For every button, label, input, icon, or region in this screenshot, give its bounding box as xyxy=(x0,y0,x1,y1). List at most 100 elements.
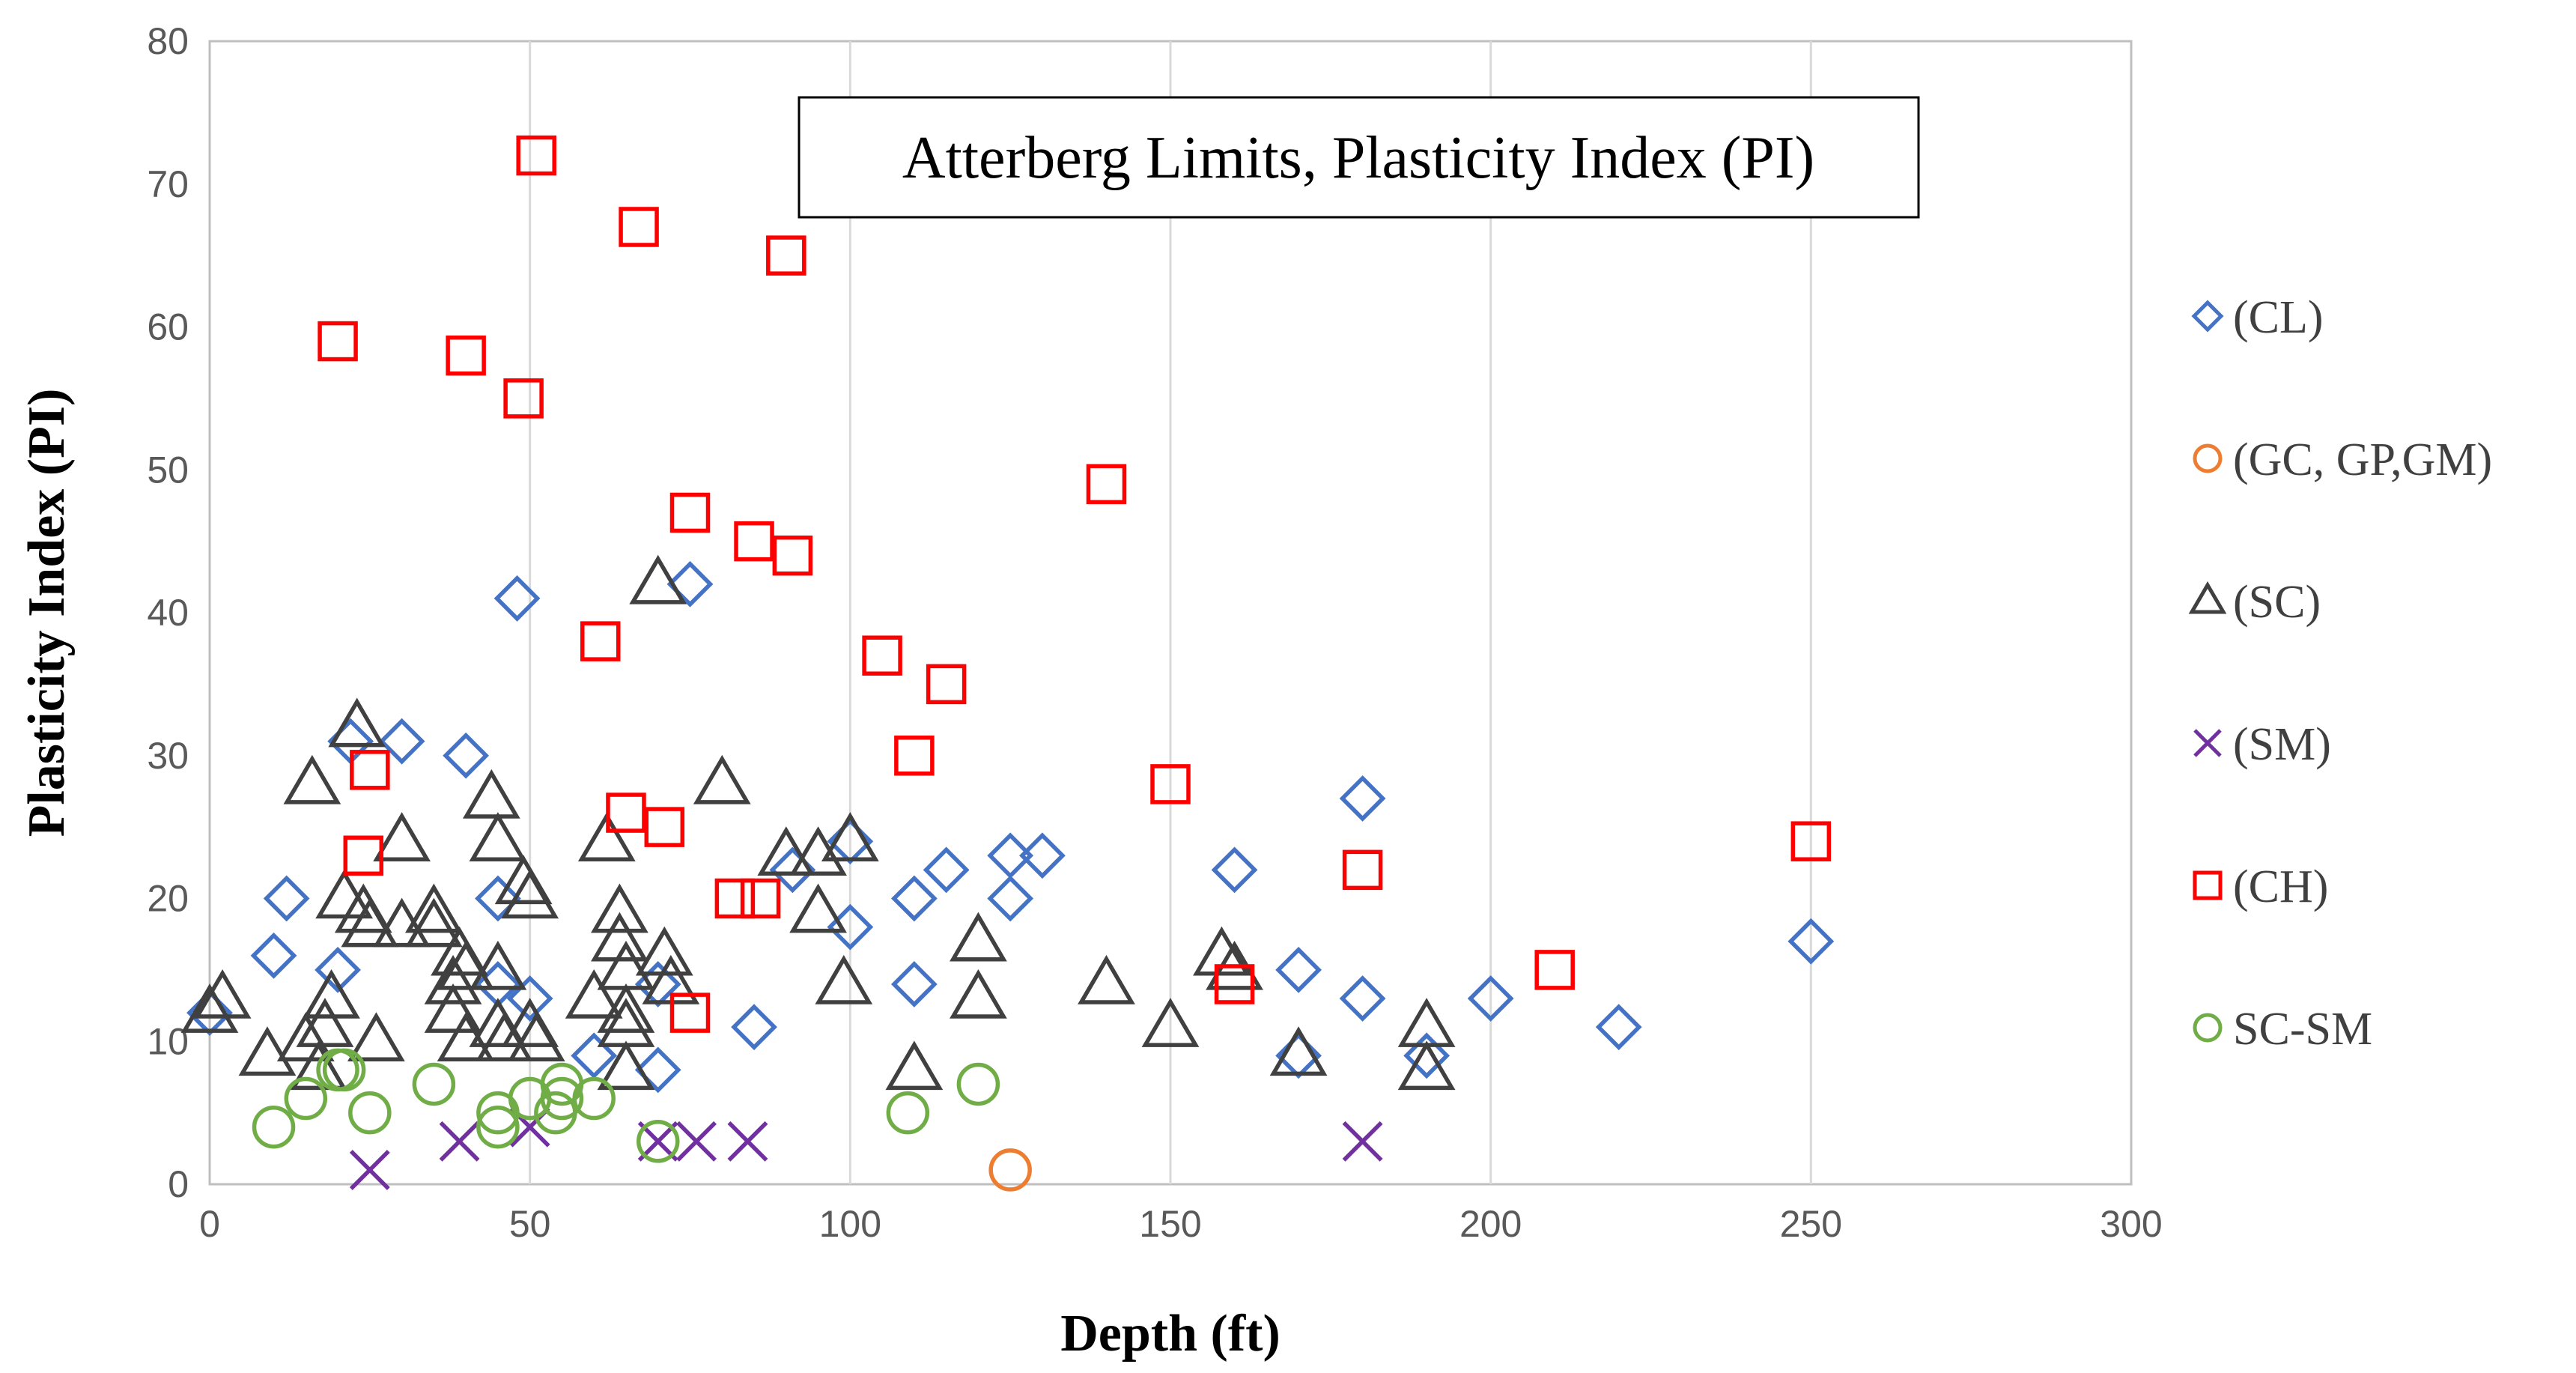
data-point xyxy=(250,932,297,979)
data-point xyxy=(1193,926,1251,976)
data-point xyxy=(666,560,714,607)
data-point xyxy=(252,1105,296,1149)
legend: (CL) (GC, GP,GM) (SC) (SM) (CH) SC-SM xyxy=(2188,292,2492,1055)
data-point xyxy=(283,754,341,804)
data-point xyxy=(693,754,751,804)
data-point xyxy=(443,732,490,779)
y-tick-label: 30 xyxy=(147,735,189,777)
data-point xyxy=(349,1149,390,1190)
data-point xyxy=(950,969,1007,1019)
legend-marker xyxy=(2191,300,2224,333)
x-tick-label: 250 xyxy=(1780,1203,1842,1245)
data-point xyxy=(580,621,621,661)
data-point xyxy=(373,812,431,861)
data-point xyxy=(1339,975,1386,1022)
data-point xyxy=(378,718,425,765)
data-point xyxy=(1211,846,1258,894)
legend-label: SC-SM xyxy=(2233,1004,2372,1055)
y-tick-label: 60 xyxy=(147,306,189,348)
data-point xyxy=(862,635,902,676)
legend-marker xyxy=(2193,870,2223,900)
data-point xyxy=(577,812,636,861)
legend-item: (SM) xyxy=(2193,719,2331,770)
data-point xyxy=(772,535,813,576)
legend-label: (CL) xyxy=(2233,292,2324,343)
legend-label: (SM) xyxy=(2233,719,2331,770)
data-point xyxy=(493,575,541,622)
legend-item: SC-SM xyxy=(2193,1004,2372,1055)
x-tick-label: 200 xyxy=(1459,1203,1522,1245)
data-point xyxy=(276,1012,335,1061)
data-points xyxy=(180,135,1835,1192)
data-point xyxy=(328,697,386,748)
legend-label: (SC) xyxy=(2233,577,2321,628)
x-tick-label: 0 xyxy=(199,1203,220,1245)
y-tick-label: 50 xyxy=(147,449,189,491)
data-point xyxy=(571,1032,618,1079)
data-point xyxy=(597,983,655,1033)
data-point xyxy=(1787,918,1835,965)
grid-lines xyxy=(529,41,1812,1184)
data-point xyxy=(629,554,687,604)
data-point xyxy=(669,992,711,1033)
data-point xyxy=(1078,954,1135,1004)
data-point xyxy=(437,940,495,990)
data-point xyxy=(1467,975,1514,1022)
data-point xyxy=(669,492,711,533)
data-point xyxy=(757,826,815,876)
data-point xyxy=(1214,964,1255,1004)
data-point xyxy=(540,1076,584,1121)
data-point xyxy=(1086,464,1127,505)
data-point xyxy=(1150,764,1191,804)
data-point xyxy=(506,975,553,1022)
data-point xyxy=(350,750,390,790)
data-point xyxy=(890,875,938,922)
data-point xyxy=(315,869,374,919)
data-point xyxy=(439,1121,480,1162)
data-point xyxy=(676,1121,717,1162)
legend-label: (CH) xyxy=(2233,861,2328,912)
data-point xyxy=(619,207,659,247)
data-point xyxy=(1275,1032,1322,1079)
data-point xyxy=(886,1091,930,1135)
legend-marker xyxy=(2188,581,2227,614)
y-axis-title: Plasticity Index (PI) xyxy=(18,389,76,837)
data-point xyxy=(1342,849,1383,891)
legend-marker xyxy=(2193,1013,2223,1043)
data-point xyxy=(1397,1040,1456,1091)
data-point xyxy=(740,878,781,919)
chart-title-border xyxy=(798,96,1920,219)
data-point xyxy=(476,1012,533,1061)
data-point xyxy=(318,321,358,362)
legend-item: (SC) xyxy=(2188,577,2321,628)
data-point xyxy=(412,1062,456,1106)
data-point xyxy=(644,807,685,847)
data-point xyxy=(462,769,520,819)
data-point xyxy=(634,1046,681,1094)
x-tick-label: 300 xyxy=(2100,1203,2162,1245)
data-point xyxy=(1339,775,1386,822)
data-point xyxy=(789,883,847,933)
x-tick-label: 150 xyxy=(1139,1203,1201,1245)
x-tick-label: 50 xyxy=(509,1203,551,1245)
data-point xyxy=(469,940,527,990)
data-point xyxy=(923,846,970,894)
data-point xyxy=(1595,1004,1642,1051)
data-point xyxy=(894,736,935,776)
y-tick-label: 0 xyxy=(168,1163,189,1205)
data-point xyxy=(734,521,774,562)
y-tick-label: 70 xyxy=(147,163,189,205)
data-point xyxy=(348,1091,392,1135)
data-point xyxy=(1275,946,1322,993)
data-point xyxy=(296,998,354,1047)
data-point xyxy=(987,875,1034,922)
data-point xyxy=(727,1121,768,1162)
data-point xyxy=(988,1148,1032,1192)
series-5 xyxy=(252,1048,1000,1163)
data-point xyxy=(731,1004,777,1051)
data-point xyxy=(446,335,486,376)
data-point xyxy=(501,869,559,919)
data-point xyxy=(347,1012,405,1061)
data-point xyxy=(827,818,874,865)
data-point xyxy=(636,1120,680,1163)
